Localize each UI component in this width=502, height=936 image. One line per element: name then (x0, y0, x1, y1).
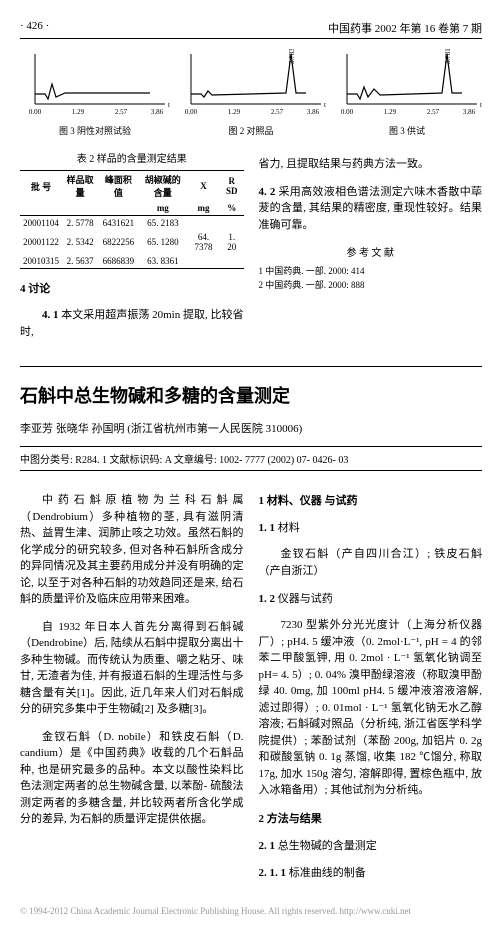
svg-text:t/min: t/min (168, 101, 170, 109)
results-table: 批 号 样品取量 峰面积值 胡椒碱的含量 X R SD mg mg % 2000… (20, 170, 244, 269)
svg-text:3.781: 3.781 (444, 49, 452, 64)
section-1-1: 1. 1 材料 (259, 519, 483, 535)
body-right: 1 材料、仪器 与试药 1. 1 材料 金钗石斛（产自四川合江）; 铁皮石斛（产… (259, 481, 483, 891)
svg-text:3.86: 3.86 (463, 108, 476, 116)
left-column: 表 2 样品的含量测定结果 批 号 样品取量 峰面积值 胡椒碱的含量 X R S… (20, 145, 244, 351)
svg-text:3.783: 3.783 (288, 49, 296, 64)
right-column: 省力, 且提取结果与药典方法一致。 4. 2 采用高效液相色谱法测定六味木香散中… (259, 145, 483, 351)
paragraph: 中药石斛原植物为兰科石斛属（Dendrobium）多种植物的茎, 具有滋阴清热、… (20, 492, 244, 608)
svg-text:2.57: 2.57 (271, 108, 284, 116)
svg-text:3.86: 3.86 (307, 108, 320, 116)
journal-info: 中国药事 2002 年第 16 卷第 7 期 (328, 20, 482, 36)
section-4-2: 4. 2 采用高效液相色谱法测定六味木香散中荜茇的含量, 其结果的精密度, 重现… (259, 184, 483, 234)
page-number: · 426 · (20, 20, 49, 36)
table-title: 表 2 样品的含量测定结果 (20, 150, 244, 165)
chart-3-caption: 图 3 供试 (332, 124, 482, 137)
chart-2: 3.783 0.00 1.29 2.57 3.86 t/min 图 2 对照品 (176, 49, 326, 137)
svg-text:1.29: 1.29 (228, 108, 241, 116)
svg-text:t/min: t/min (480, 101, 482, 109)
section-1: 1 材料、仪器 与试药 (259, 492, 483, 508)
section-2-1: 2. 1 总生物碱的含量测定 (259, 837, 483, 853)
reference-item: 1 中国药典. 一部. 2000: 414 (259, 264, 483, 278)
paragraph: 金钗石斛（D. nobile）和铁皮石斛（D. candium）是《中国药典》收… (20, 729, 244, 828)
article-authors: 李亚芳 张晓华 孙国明 (浙江省杭州市第一人民医院 310006) (20, 420, 482, 436)
article-classification: 中图分类号: R284. 1 文献标识码: A 文章编号: 1002- 7777… (20, 446, 482, 471)
table-row: 200103152. 5637668683963. 8361 (20, 254, 244, 269)
article-title: 石斛中总生物碱和多糖的含量测定 (20, 382, 482, 408)
chart-1: 0.00 1.29 2.57 3.86 t/min 图 3 阴性对照试验 (20, 49, 170, 137)
svg-text:0.00: 0.00 (29, 108, 42, 116)
charts-row: 0.00 1.29 2.57 3.86 t/min 图 3 阴性对照试验 3.7… (20, 49, 482, 137)
body-left: 中药石斛原植物为兰科石斛属（Dendrobium）多种植物的茎, 具有滋阴清热、… (20, 481, 244, 891)
footer-copyright: © 1994-2012 China Academic Journal Elect… (20, 906, 482, 916)
chart-2-caption: 图 2 对照品 (176, 124, 326, 137)
reference-item: 2 中国药典. 一部. 2000: 888 (259, 278, 483, 292)
article-divider (20, 366, 482, 367)
paragraph: 7230 型紫外分光光度计（上海分析仪器厂）; pH4. 5 缓冲液（0. 2m… (259, 617, 483, 799)
section-2-1-1: 2. 1. 1 标准曲线的制备 (259, 864, 483, 880)
table-row: 200011222. 5342682225665. 128064. 73781.… (20, 230, 244, 254)
right-top-text: 省力, 且提取结果与药典方法一致。 (259, 156, 483, 173)
paragraph: 金钗石斛（产自四川合江）; 铁皮石斛（产自浙江） (259, 546, 483, 579)
section-4-1: 4. 1 本文采用超声振荡 20min 提取, 比较省时, (20, 307, 244, 340)
svg-text:2.57: 2.57 (115, 108, 128, 116)
svg-text:3.86: 3.86 (151, 108, 164, 116)
svg-text:t/min: t/min (324, 101, 326, 109)
section-1-2: 1. 2 仪器与试药 (259, 590, 483, 606)
svg-text:1.29: 1.29 (72, 108, 85, 116)
svg-text:2.57: 2.57 (427, 108, 440, 116)
section-4: 4 讨论 (20, 280, 244, 296)
svg-text:0.00: 0.00 (185, 108, 198, 116)
svg-text:0.00: 0.00 (341, 108, 354, 116)
references-title: 参 考 文 献 (259, 244, 483, 259)
table-row: 200011042. 5778643162165. 2183 (20, 216, 244, 231)
svg-text:1.29: 1.29 (384, 108, 397, 116)
chart-3: 3.781 0.00 1.29 2.57 3.86 t/min 图 3 供试 (332, 49, 482, 137)
paragraph: 自 1932 年日本人首先分离得到石斛碱（Dendrobine）后, 陆续从石斛… (20, 619, 244, 718)
section-2: 2 方法与结果 (259, 810, 483, 826)
chart-1-caption: 图 3 阴性对照试验 (20, 124, 170, 137)
